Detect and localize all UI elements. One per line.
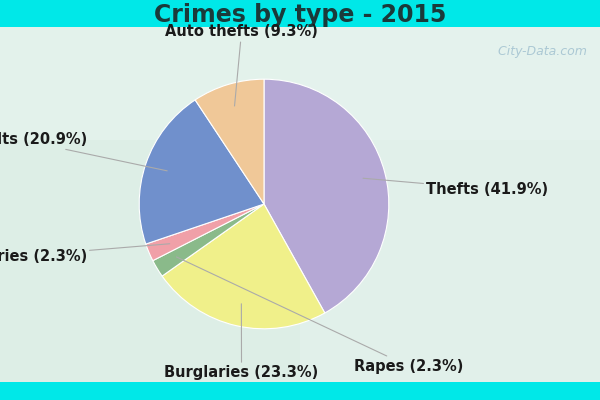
Wedge shape [162,204,325,329]
Wedge shape [146,204,264,261]
Text: Thefts (41.9%): Thefts (41.9%) [363,178,548,196]
Wedge shape [195,79,264,204]
Text: Assaults (20.9%): Assaults (20.9%) [0,132,167,171]
Text: Burglaries (23.3%): Burglaries (23.3%) [164,304,319,380]
Bar [0,27,600,382]
Text: Auto thefts (9.3%): Auto thefts (9.3%) [165,24,318,106]
Text: Crimes by type - 2015: Crimes by type - 2015 [154,3,446,27]
Wedge shape [153,204,264,276]
Text: City-Data.com: City-Data.com [490,46,587,58]
Bar [300,27,600,382]
Text: Robberies (2.3%): Robberies (2.3%) [0,244,170,264]
Wedge shape [139,100,264,244]
Bar [0,27,600,140]
Text: Rapes (2.3%): Rapes (2.3%) [176,257,463,374]
Wedge shape [264,79,389,313]
